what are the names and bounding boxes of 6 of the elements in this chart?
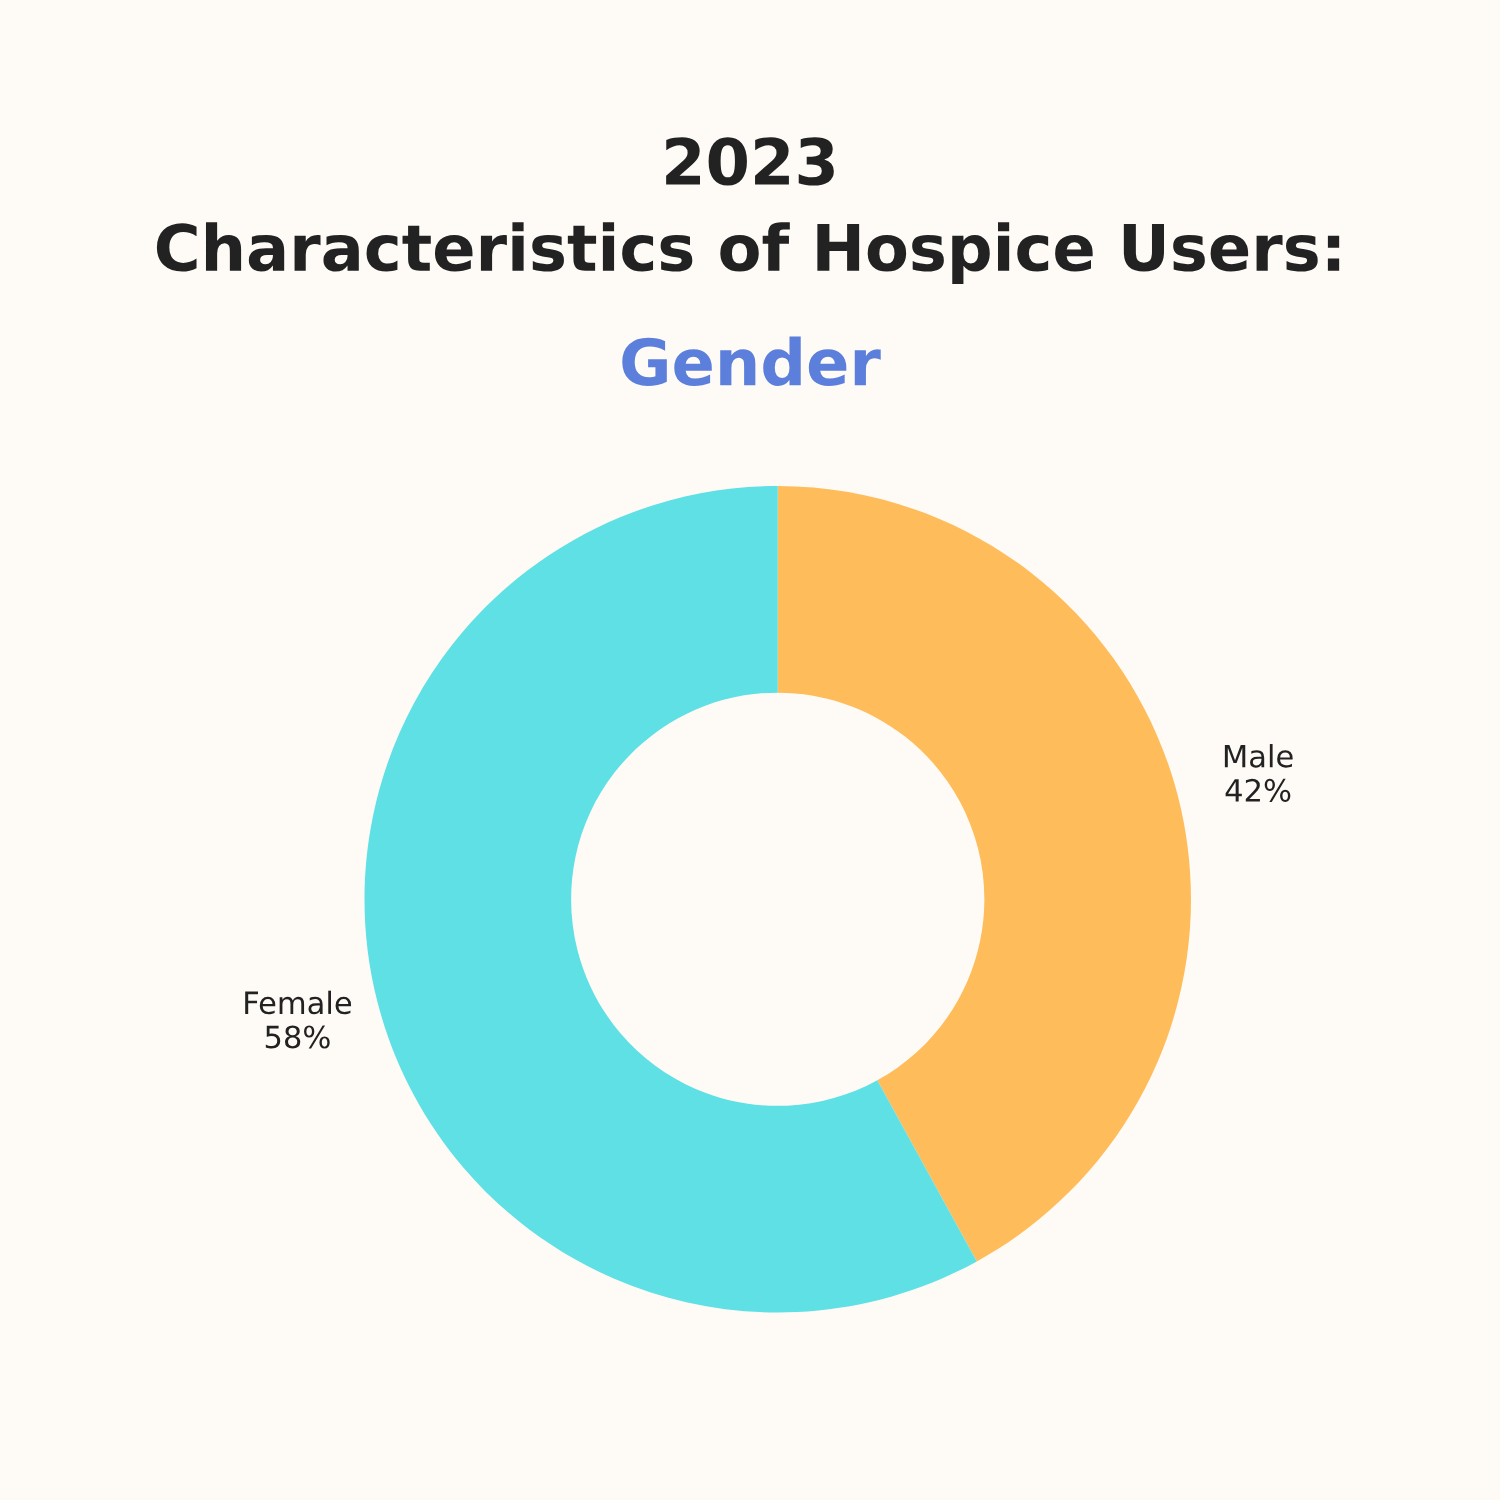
chart-title: 2023 Characteristics of Hospice Users: [156, 137, 1340, 284]
data-label: 58% [265, 1025, 330, 1049]
data-label: 42% [1225, 778, 1291, 802]
chart-subtitle: Gender [622, 336, 881, 387]
slice-label: Female [245, 990, 352, 1015]
slice-label: Male [1224, 744, 1293, 768]
